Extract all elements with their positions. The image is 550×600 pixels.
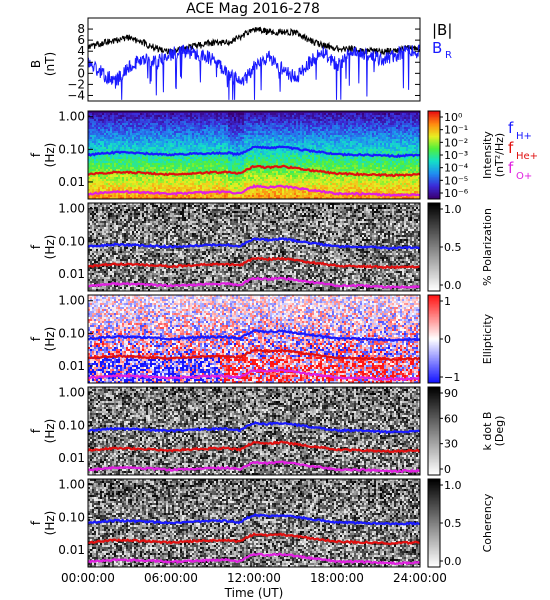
colorbar-ellipticity [428,295,440,384]
x-tick-label: 00:00:00 [61,571,115,585]
x-tick-label: 24:00:00 [393,571,447,585]
b-ylabel: B [29,60,43,68]
f-ytick-label: 1.00 [58,386,85,400]
f-ytick-label: 1.00 [58,202,85,216]
f-yunit: (Hz) [43,511,57,536]
cbar-tick-label: −1 [444,371,460,384]
cbar-tick-label: 10⁻³ [444,149,468,162]
f-yunit: (Hz) [43,419,57,444]
f-ytick-label: 0.10 [58,326,85,340]
cbar-tick-label: 10⁻¹ [444,124,468,137]
legend-btotal: |B| [432,21,452,39]
legend-O+: f [508,159,514,177]
btotal-line [88,27,420,54]
cbar-label-coherency: Coherency [481,493,494,552]
cbar-tick-label: 0.0 [444,555,462,568]
cbar-tick-label: 10⁻⁴ [444,162,469,175]
f-yunit: (Hz) [43,327,57,352]
x-tick-label: 18:00:00 [310,571,364,585]
f-ytick-label: 0.01 [58,267,85,281]
cbar-tick-label: 1 [444,295,451,308]
figure-title: ACE Mag 2016-278 [186,1,320,17]
f-ytick-label: 0.01 [58,359,85,373]
legend-H+: f [508,119,514,137]
f-ytick-label: 0.01 [58,451,85,465]
cbar-label-ellipticity: Ellipticity [481,313,494,364]
cbar-tick-label: 0.5 [444,517,462,530]
f-ylabel: f [29,152,43,157]
cbar-tick-label: 1.0 [444,203,462,216]
f-yunit: (Hz) [43,143,57,168]
f-ylabel: f [29,520,43,525]
cbar-tick-label: 1.0 [444,479,462,492]
colorbar-coherency [428,479,440,568]
cbar-tick-label: 0.5 [444,241,462,254]
legend-br-sub: R [445,50,452,61]
cbar-tick-label: 10⁻⁵ [444,174,468,187]
cbar-tick-label: 0 [444,333,451,346]
cbar-tick-label: 90 [444,387,458,400]
f-ytick-label: 0.10 [58,510,85,524]
legend-sub-H+: H+ [516,131,532,142]
f-ylabel: f [29,428,43,433]
cbar-unit-intensity: (nT²/Hz) [493,133,506,177]
br-line [88,45,420,100]
legend-sub-He+: He+ [516,151,538,162]
cbar-tick-label: 0 [444,463,451,476]
cbar-tick-label: 0.0 [444,279,462,292]
cbar-unit-kdotb: (Deg) [493,416,506,447]
cbar-tick-label: 10⁰ [444,111,463,124]
f-ytick-label: 1.00 [58,110,85,124]
cbar-tick-label: 10⁻² [444,136,468,149]
x-tick-label: 12:00:00 [227,571,281,585]
b-yunit: (nT) [43,52,57,76]
legend-br: B [432,39,442,57]
f-ytick-label: 0.01 [58,175,85,189]
colorbar-kdotb [428,387,440,476]
cbar-tick-label: 10⁻⁶ [444,187,469,200]
x-tick-label: 06:00:00 [144,571,198,585]
legend-He+: f [508,139,514,157]
x-axis-label: Time (UT) [224,586,284,600]
cbar-tick-label: 30 [444,438,458,451]
cbar-tick-label: 60 [444,412,458,425]
f-ylabel: f [29,244,43,249]
b-ytick-label: −4 [67,88,85,102]
colorbar-polarization [428,203,440,292]
f-ytick-label: 1.00 [58,478,85,492]
f-ytick-label: 1.00 [58,294,85,308]
f-ytick-label: 0.10 [58,142,85,156]
f-ylabel: f [29,336,43,341]
cbar-label-polarization: % Polarization [481,208,494,286]
f-ytick-label: 0.10 [58,234,85,248]
f-yunit: (Hz) [43,235,57,260]
f-ytick-label: 0.10 [58,418,85,432]
legend-sub-O+: O+ [516,171,532,182]
colorbar-intensity [428,111,440,200]
f-ytick-label: 0.01 [58,543,85,557]
